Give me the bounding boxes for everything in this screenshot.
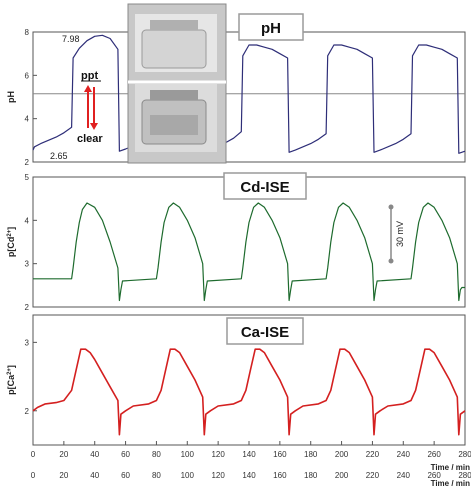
ca-y-axis-label-end: ] bbox=[6, 365, 16, 368]
ca-x-ticks: 0 20 40 60 80 100 120 140 160 180 200 220 240 260 280 bbox=[31, 441, 471, 459]
y-tick-label: 3 bbox=[25, 260, 30, 269]
x-tick-label: 140 bbox=[242, 450, 256, 459]
bottom-x-tick-label: 260 bbox=[427, 471, 441, 480]
clear-label: clear bbox=[77, 133, 103, 145]
ca-y-axis-label-main: p[Ca bbox=[6, 374, 16, 395]
cd-title: Cd-ISE bbox=[240, 179, 289, 196]
y-tick-label: 6 bbox=[25, 71, 30, 80]
ppt-label: ppt bbox=[81, 70, 98, 82]
ca-y-axis-label-sup: 2+ bbox=[7, 368, 13, 375]
bottom-axis: 0 20 40 60 80 100 120 140 160 180 200 220 240 260 280 … bbox=[31, 471, 471, 488]
x-tick-label: 220 bbox=[366, 450, 380, 459]
bottom-x-tick-label: 160 bbox=[273, 471, 287, 480]
y-tick-label: 8 bbox=[25, 28, 30, 37]
cd-series bbox=[33, 202, 465, 302]
bottom-x-tick-label: 180 bbox=[304, 471, 318, 480]
scale-bar-label: 30 mV bbox=[395, 221, 405, 247]
cd-title-box bbox=[223, 172, 307, 200]
cd-y-axis-label-end: ] bbox=[6, 227, 16, 230]
bottom-x-tick-label: 220 bbox=[366, 471, 380, 480]
bottom-x-tick-label: 60 bbox=[121, 471, 130, 480]
y-tick-label: 2 bbox=[25, 303, 30, 312]
cd-y-axis-label: p[Cd2+] bbox=[6, 227, 16, 257]
x-tick-label: 200 bbox=[335, 450, 349, 459]
x-tick-label: 180 bbox=[304, 450, 318, 459]
ph-max-label: 7.98 bbox=[62, 34, 80, 44]
y-tick-label: 2 bbox=[25, 158, 30, 167]
ph-y-axis-label: pH bbox=[6, 91, 16, 103]
ph-min-label: 2.65 bbox=[50, 151, 68, 161]
cd-ise-panel: 2 3 4 5 p[Cd2+] Cd-ISE 30 mV bbox=[6, 172, 466, 312]
x-tick-label: 260 bbox=[427, 450, 441, 459]
x-tick-label: 20 bbox=[59, 450, 68, 459]
y-tick-label: 3 bbox=[25, 338, 30, 347]
ca-series bbox=[32, 348, 466, 436]
x-tick-label: 40 bbox=[90, 450, 99, 459]
bottom-x-tick-label: 120 bbox=[211, 471, 225, 480]
ca-y-ticks: 23 bbox=[25, 338, 37, 416]
ca-title-box bbox=[226, 317, 304, 345]
x-tick-label: 80 bbox=[152, 450, 161, 459]
ca-y-axis-label: p[Ca2+] bbox=[6, 365, 16, 395]
bottom-x-tick-label: 80 bbox=[152, 471, 161, 480]
beaker-photo-icon bbox=[127, 3, 227, 164]
bottom-x-tick-label: 140 bbox=[242, 471, 256, 480]
ppt-clear-arrow-icon bbox=[84, 85, 98, 130]
y-tick-label: 4 bbox=[25, 216, 30, 225]
x-tick-label: 60 bbox=[121, 450, 130, 459]
cd-y-ticks: 2 3 4 5 bbox=[25, 173, 37, 312]
bottom-x-tick-label: 40 bbox=[90, 471, 99, 480]
scale-bar-icon bbox=[388, 204, 394, 264]
x-tick-label: 120 bbox=[211, 450, 225, 459]
series-line bbox=[32, 348, 466, 436]
x-tick-label: 240 bbox=[397, 450, 411, 459]
bottom-x-axis-label: Time / min bbox=[431, 479, 471, 488]
ph-title: pH bbox=[261, 20, 281, 37]
ca-title: Ca-ISE bbox=[241, 324, 289, 341]
y-tick-label: 4 bbox=[25, 115, 30, 124]
bottom-x-tick-label: 200 bbox=[335, 471, 349, 480]
bottom-x-tick-label: 20 bbox=[59, 471, 68, 480]
ca-x-axis-label: Time / min bbox=[431, 463, 471, 472]
ca-ise-panel: 23 p[Ca2+] Ca-ISE 0 20 40 60 80 100 120 140 160 1… bbox=[6, 314, 471, 472]
series-line bbox=[32, 34, 466, 154]
x-tick-label: 0 bbox=[31, 450, 36, 459]
bottom-x-tick-label: 100 bbox=[181, 471, 195, 480]
bottom-x-ticks: 0 20 40 60 80 100 120 140 160 180 200 220 240 260 280 bbox=[31, 471, 471, 480]
y-tick-label: 5 bbox=[25, 173, 30, 182]
y-tick-label: 2 bbox=[25, 407, 30, 416]
ph-title-box bbox=[238, 13, 304, 41]
series-line bbox=[33, 202, 465, 302]
ph-series bbox=[32, 34, 466, 154]
x-tick-label: 100 bbox=[181, 450, 195, 459]
ph-y-ticks: 2 4 6 8 bbox=[25, 28, 37, 167]
x-tick-label: 160 bbox=[273, 450, 287, 459]
bottom-x-tick-label: 0 bbox=[31, 471, 36, 480]
x-tick-label: 280 bbox=[458, 450, 471, 459]
bottom-x-tick-label: 240 bbox=[397, 471, 411, 480]
cd-y-axis-label-sup: 2+ bbox=[7, 229, 13, 236]
cd-y-axis-label-main: p[Cd bbox=[6, 237, 16, 258]
bottom-x-tick-label: 280 bbox=[458, 471, 471, 480]
